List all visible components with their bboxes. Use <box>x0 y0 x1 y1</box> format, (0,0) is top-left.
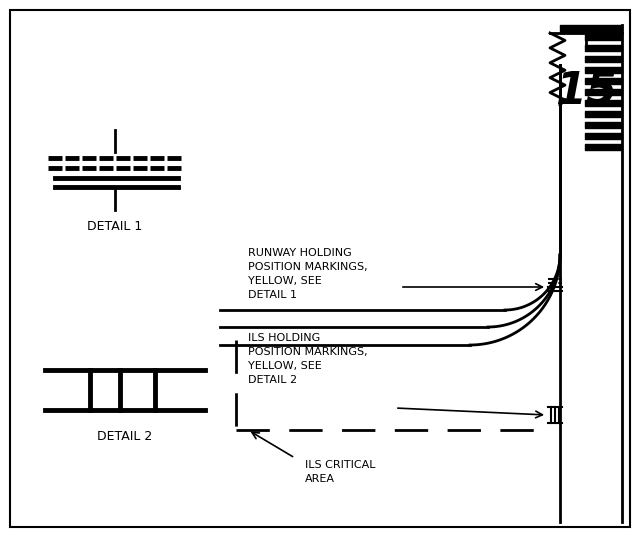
Text: ILS HOLDING
POSITION MARKINGS,
YELLOW, SEE
DETAIL 2: ILS HOLDING POSITION MARKINGS, YELLOW, S… <box>248 333 367 385</box>
Text: DETAIL 2: DETAIL 2 <box>97 430 152 443</box>
Text: ILS CRITICAL
AREA: ILS CRITICAL AREA <box>305 460 376 484</box>
Text: DETAIL 1: DETAIL 1 <box>88 220 143 233</box>
Text: 15: 15 <box>555 70 617 113</box>
Text: RUNWAY HOLDING
POSITION MARKINGS,
YELLOW, SEE
DETAIL 1: RUNWAY HOLDING POSITION MARKINGS, YELLOW… <box>248 248 367 300</box>
